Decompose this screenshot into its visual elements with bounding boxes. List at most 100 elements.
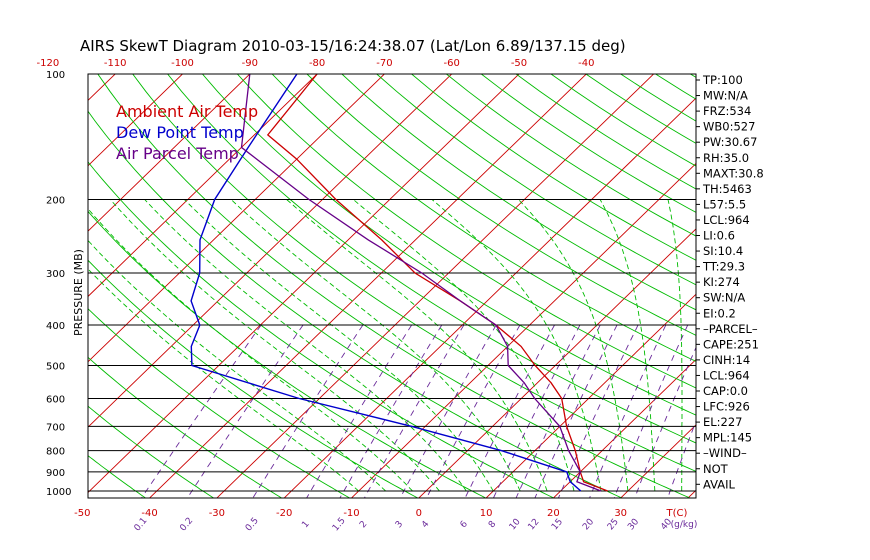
stat-text: LCL:964: [703, 368, 750, 382]
bottom-temp-tick-label: -40: [141, 508, 157, 519]
mixing-ratio-label: 4: [420, 519, 432, 530]
mixing-ratio-label: 2: [358, 519, 369, 530]
stat-text: RH:35.0: [703, 151, 749, 165]
stat-text: PW:30.67: [703, 135, 757, 149]
moist-adiabat-line: [599, 199, 656, 491]
pressure-tick-label: 400: [46, 321, 65, 332]
mixing-ratio-label: 0.5: [244, 516, 261, 533]
bottom-temp-tick-label: -20: [276, 508, 292, 519]
moist-adiabat-line: [286, 199, 548, 492]
mixing-ratio-line: [515, 324, 601, 498]
dry-adiabat-line: [376, 74, 696, 286]
stat-text: AVAIL: [703, 477, 736, 491]
dry-adiabat-line: [762, 55, 870, 502]
isotherm-line: [753, 55, 870, 500]
dry-adiabat-line: [88, 161, 555, 498]
mixing-ratio-line: [140, 324, 262, 498]
mixing-ratio-label: 15: [550, 517, 565, 532]
stat-text: SI:10.4: [703, 244, 743, 258]
y-axis-label: PRESSURE (MB): [72, 249, 85, 336]
dry-adiabat-line: [88, 110, 623, 498]
pressure-tick-label: 200: [46, 196, 65, 207]
ambient-temp-line: [266, 74, 608, 492]
mixing-ratio-line: [306, 324, 412, 498]
mixing-ratio-line: [186, 324, 304, 498]
mixing-ratio-line: [492, 324, 581, 498]
mixing-ratio-unit: (g/kg): [671, 520, 698, 530]
dry-adiabat-line: [480, 74, 696, 213]
stat-text: FRZ:534: [703, 104, 751, 118]
isotherm-line: [88, 74, 453, 428]
isotherm-line: [283, 97, 696, 498]
stat-text: MAXT:30.8: [703, 166, 764, 180]
dry-adiabat-line: [0, 55, 82, 502]
moist-adiabat-line: [88, 239, 386, 492]
bottom-temp-tick-label: 0: [416, 508, 422, 519]
bottom-temp-tick-label: 30: [614, 508, 627, 519]
mixing-ratio-line: [534, 324, 618, 498]
isotherm-line: [418, 228, 696, 498]
mixing-ratio-line: [667, 419, 696, 498]
stat-text: –PARCEL–: [703, 322, 758, 336]
plot-frame: [87, 73, 697, 499]
isotherm-line: [620, 424, 696, 498]
mixing-ratio-label: 25: [606, 517, 621, 532]
pressure-tick-label: 500: [46, 361, 65, 372]
moist-adiabat-line: [431, 199, 602, 492]
top-temp-tick-label: -120: [37, 58, 60, 69]
moist-adiabat-line: [518, 199, 629, 492]
isotherm-line: [821, 55, 870, 500]
pressure-tick-label: 700: [46, 422, 65, 433]
top-temp-tick-label: -40: [578, 58, 594, 69]
stat-text: LI:0.6: [703, 229, 735, 243]
dry-adiabat-line: [550, 74, 696, 167]
stat-text: CINH:14: [703, 353, 750, 367]
mixing-ratio-label: 10: [508, 517, 523, 532]
dry-adiabat-line: [88, 405, 215, 498]
top-temp-tick-label: -110: [104, 58, 127, 69]
mixing-ratio-label: 30: [626, 517, 641, 532]
stat-text: TT:29.3: [702, 260, 745, 274]
dry-adiabat-line: [863, 55, 870, 502]
isotherm-line: [88, 74, 520, 494]
dry-adiabat-line: [167, 74, 696, 444]
profile-series: [190, 74, 608, 492]
dry-adiabat-line: [236, 74, 696, 389]
legend-parcel: Air Parcel Temp: [116, 144, 239, 163]
mixing-ratio-label: 1: [300, 519, 311, 530]
isotherm-line: [552, 358, 696, 498]
parcel-temp-line: [240, 74, 602, 492]
dry-adiabat-line: [97, 74, 692, 498]
pressure-tick-label: 600: [46, 394, 65, 405]
mixing-ratio-label: 20: [581, 517, 596, 532]
isotherm-line: [88, 74, 184, 167]
pressure-tick-label: 300: [46, 269, 65, 280]
mixing-ratio-line: [634, 346, 696, 498]
stat-text: LCL:964: [703, 213, 750, 227]
mixing-ratio-line: [613, 324, 689, 498]
pressure-tick-label: 800: [46, 447, 65, 458]
top-temp-tick-label: -90: [242, 58, 258, 69]
stat-text: MPL:145: [703, 431, 752, 445]
stat-text: WB0:527: [703, 120, 755, 134]
legend: Ambient Air Temp Dew Point Temp Air Parc…: [116, 102, 258, 163]
mixing-ratio-line: [464, 324, 555, 498]
mixing-ratio-label: 12: [527, 517, 542, 532]
stat-text: L57:5.5: [703, 197, 746, 211]
dry-adiabat-line: [410, 74, 696, 261]
moist-adiabat-line: [88, 208, 413, 492]
top-temp-tick-label: -50: [511, 58, 527, 69]
bottom-temp-tick-label: 20: [547, 508, 560, 519]
stat-text: CAPE:251: [703, 337, 759, 351]
dry-adiabat-line: [689, 74, 696, 78]
isotherm-line: [350, 162, 696, 498]
top-temp-tick-label: -100: [171, 58, 194, 69]
legend-dewpoint: Dew Point Temp: [116, 123, 244, 142]
isotherm-line: [485, 293, 696, 498]
mixing-ratio-label: 8: [487, 519, 499, 530]
dry-adiabat-line: [796, 55, 870, 502]
bottom-temp-tick-label: -50: [74, 508, 90, 519]
moist-adiabat-line: [667, 199, 683, 491]
